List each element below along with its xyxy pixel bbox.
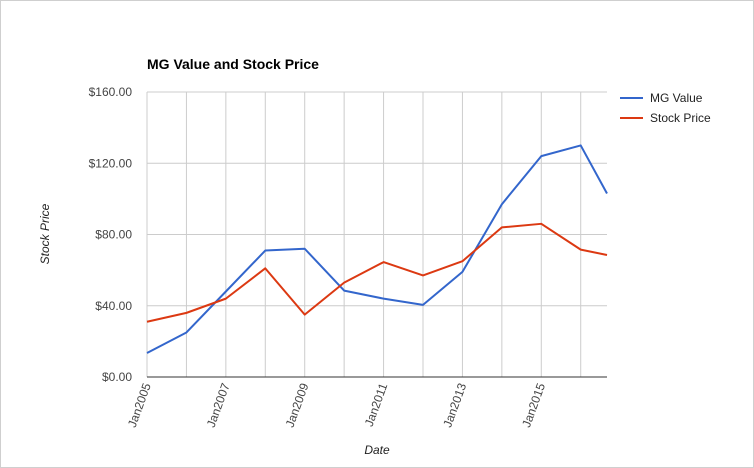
x-axis-tick-labels: Jan2005 Jan2007 Jan2009 Jan2011 Jan2013 Jan20… <box>125 381 548 429</box>
x-axis-label: Date <box>364 443 390 457</box>
y-tick-label: $160.00 <box>89 85 133 99</box>
y-tick-label: $0.00 <box>102 370 132 384</box>
x-tick-label: Jan2007 <box>204 381 233 429</box>
legend: MG Value Stock Price <box>620 91 711 125</box>
x-tick-label: Jan2013 <box>440 381 469 429</box>
x-tick-label: Jan2011 <box>362 381 391 429</box>
x-tick-label: Jan2005 <box>125 381 154 429</box>
legend-label: Stock Price <box>650 111 711 125</box>
series-line-mg-value <box>146 144 608 354</box>
y-tick-label: $40.00 <box>95 299 132 313</box>
series-line-stock-price <box>146 222 608 323</box>
gridlines <box>146 91 607 378</box>
y-axis-tick-labels: $0.00 $40.00 $80.00 $120.00 $160.00 <box>89 85 133 384</box>
legend-label: MG Value <box>650 91 703 105</box>
y-tick-label: $80.00 <box>95 228 132 242</box>
series-lines <box>146 144 608 354</box>
x-tick-label: Jan2015 <box>519 381 548 429</box>
chart-title: MG Value and Stock Price <box>147 56 319 72</box>
x-tick-label: Jan2009 <box>283 381 312 429</box>
y-axis-label: Stock Price <box>38 203 52 264</box>
y-tick-label: $120.00 <box>89 156 133 170</box>
